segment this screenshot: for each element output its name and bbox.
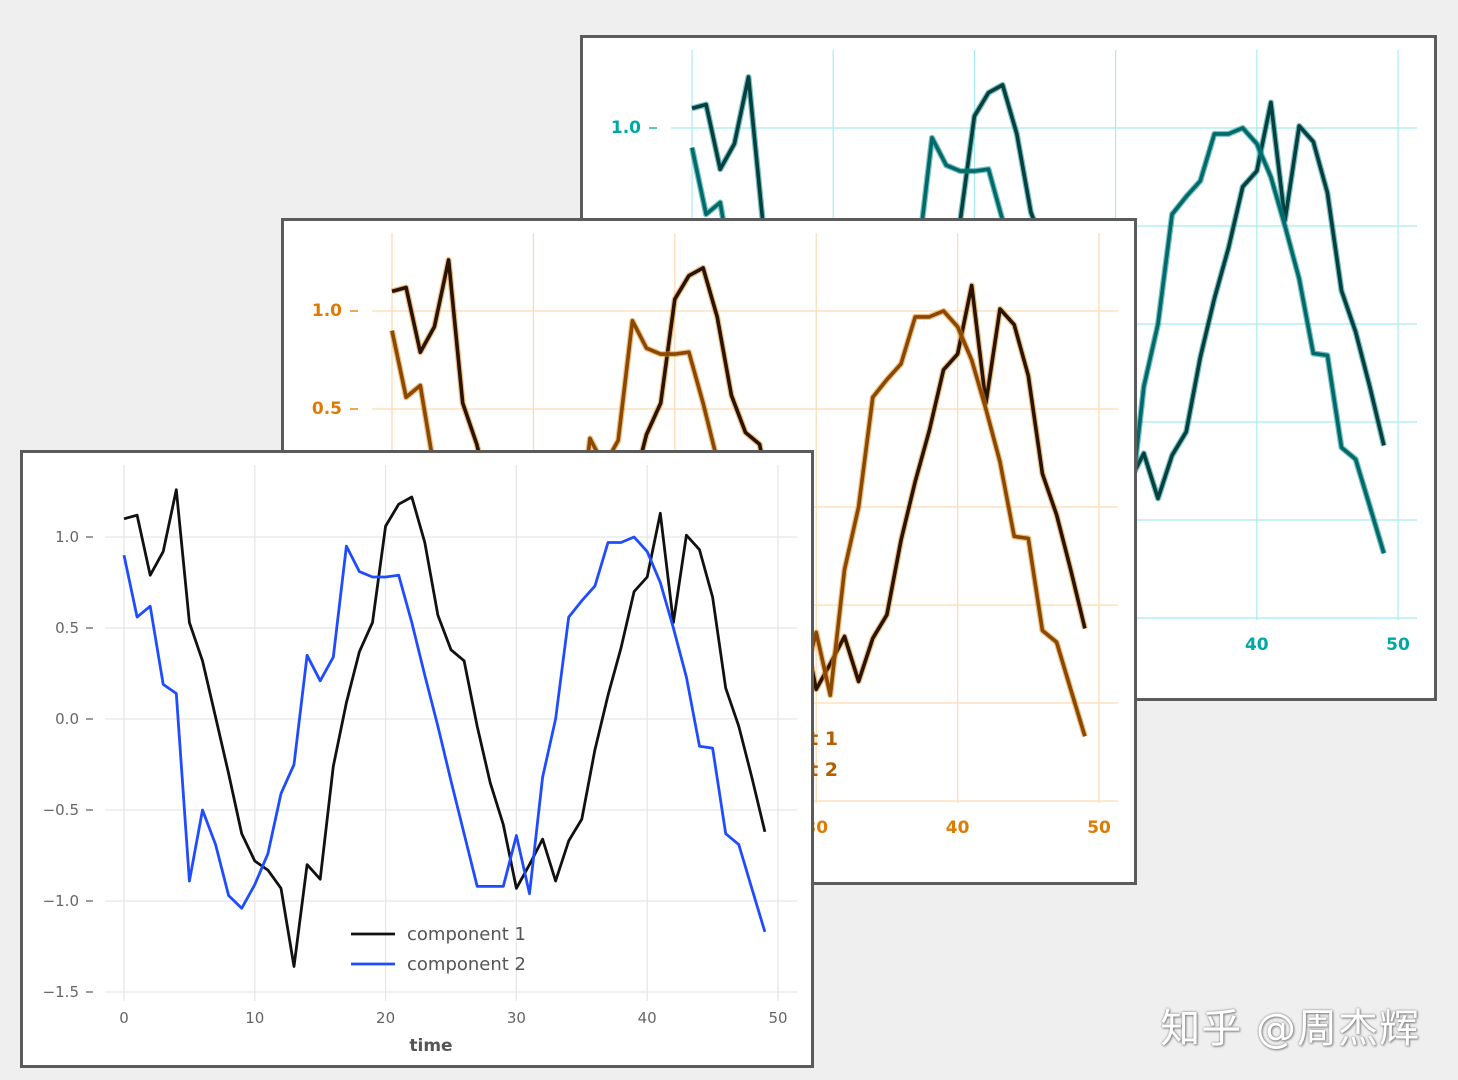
legend-label-2: component 2	[407, 954, 526, 975]
y-tick-label: 0.5	[55, 619, 79, 637]
x-tick-label: 0	[119, 1009, 129, 1027]
x-tick-label: 50	[1386, 635, 1410, 655]
x-tick-label: 30	[507, 1009, 526, 1027]
x-tick-label: 40	[946, 818, 970, 838]
x-axis-label: time	[409, 1036, 452, 1056]
watermark: 知乎 @周杰辉	[1160, 1006, 1420, 1052]
x-tick-label: 10	[245, 1009, 264, 1027]
x-tick-label: 20	[376, 1009, 395, 1027]
legend-label-1: component 1	[407, 924, 526, 945]
y-tick-label: 1.0	[611, 118, 641, 138]
x-tick-label: 50	[1087, 818, 1111, 838]
y-tick-label: −1.0	[43, 892, 79, 910]
y-tick-label: 1.0	[55, 528, 79, 546]
x-tick-label: 40	[638, 1009, 657, 1027]
chart-card-front: −1.5 −1.0 −0.5 0.0 0.5 1.0 0 10 20 30 40 50 time comp…	[20, 450, 814, 1068]
series-line-component-2	[122, 535, 767, 933]
x-tick-label: 40	[1245, 635, 1269, 655]
y-tick-label: −0.5	[43, 801, 79, 819]
chart-front-svg: −1.5 −1.0 −0.5 0.0 0.5 1.0 0 10 20 30 40 50 time comp…	[43, 465, 797, 1056]
y-tick-label: 1.0	[312, 301, 342, 321]
y-tick-label: −1.5	[43, 983, 79, 1001]
x-tick-label: 50	[768, 1009, 787, 1027]
series-line-component-1	[123, 488, 767, 968]
y-tick-label: 0.0	[55, 710, 79, 728]
y-tick-label: 0.5	[312, 399, 342, 419]
